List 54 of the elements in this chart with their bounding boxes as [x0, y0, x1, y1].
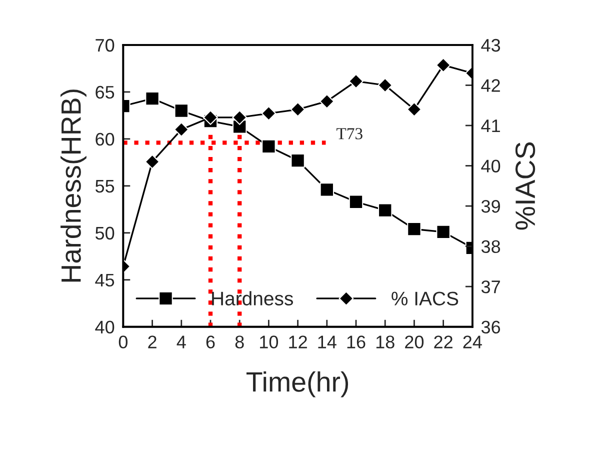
point	[261, 106, 276, 121]
point	[174, 122, 189, 137]
x-tick-label: 10	[260, 336, 278, 348]
ref-line-label: T73	[336, 128, 362, 140]
point	[406, 102, 422, 117]
point	[407, 222, 422, 236]
y2-tick-label: 41	[481, 120, 500, 132]
point	[262, 139, 276, 154]
point	[348, 194, 364, 209]
y2-axis-title: %IACS	[515, 142, 536, 230]
x-tick-label: 20	[405, 336, 424, 348]
point	[174, 104, 189, 118]
y-tick-label: 70	[96, 38, 114, 52]
legend-label: % IACS	[392, 292, 458, 306]
point	[378, 78, 393, 93]
x-tick-label: 8	[235, 336, 244, 348]
x-tick-label: 2	[148, 336, 156, 348]
x-tick-label: 0	[118, 336, 128, 348]
point	[203, 110, 218, 125]
y-tick-label: 65	[96, 86, 114, 99]
point	[348, 74, 364, 89]
point	[320, 94, 334, 109]
x-tick-label: 16	[347, 336, 366, 348]
y-tick-label: 55	[95, 180, 114, 193]
y-tick-label: 60	[96, 132, 114, 146]
y-axis-title: Hardness(HRB)	[60, 90, 86, 282]
y2-tick-label: 37	[481, 280, 500, 294]
y2-tick-label: 39	[481, 200, 500, 213]
y2-tick-label: 42	[481, 79, 500, 92]
x-tick-label: 4	[176, 336, 186, 348]
point	[290, 102, 306, 117]
legend-label: Hardness	[212, 291, 294, 306]
point	[145, 91, 160, 106]
point	[320, 182, 334, 197]
x-tick-label: 6	[206, 336, 215, 348]
x-axis-title: Time(hr)	[246, 371, 348, 398]
y2-tick-label: 36	[481, 320, 500, 334]
x-tick-label: 18	[376, 336, 394, 348]
x-tick-label: 22	[434, 336, 452, 348]
x-tick-label: 24	[463, 336, 482, 348]
y-tick-label: 50	[95, 226, 114, 240]
y-tick-label: 40	[95, 320, 114, 334]
y-tick-label: 45	[95, 274, 114, 287]
point	[436, 224, 450, 240]
y2-tick-label: 40	[481, 160, 500, 172]
x-tick-label: 12	[289, 336, 307, 348]
y2-tick-label: 43	[481, 38, 500, 52]
y2-tick-label: 38	[481, 240, 500, 254]
x-tick-label: 14	[318, 336, 336, 348]
point	[436, 58, 451, 73]
point	[144, 154, 160, 170]
point	[378, 203, 392, 218]
point	[232, 110, 247, 125]
point	[290, 153, 305, 168]
